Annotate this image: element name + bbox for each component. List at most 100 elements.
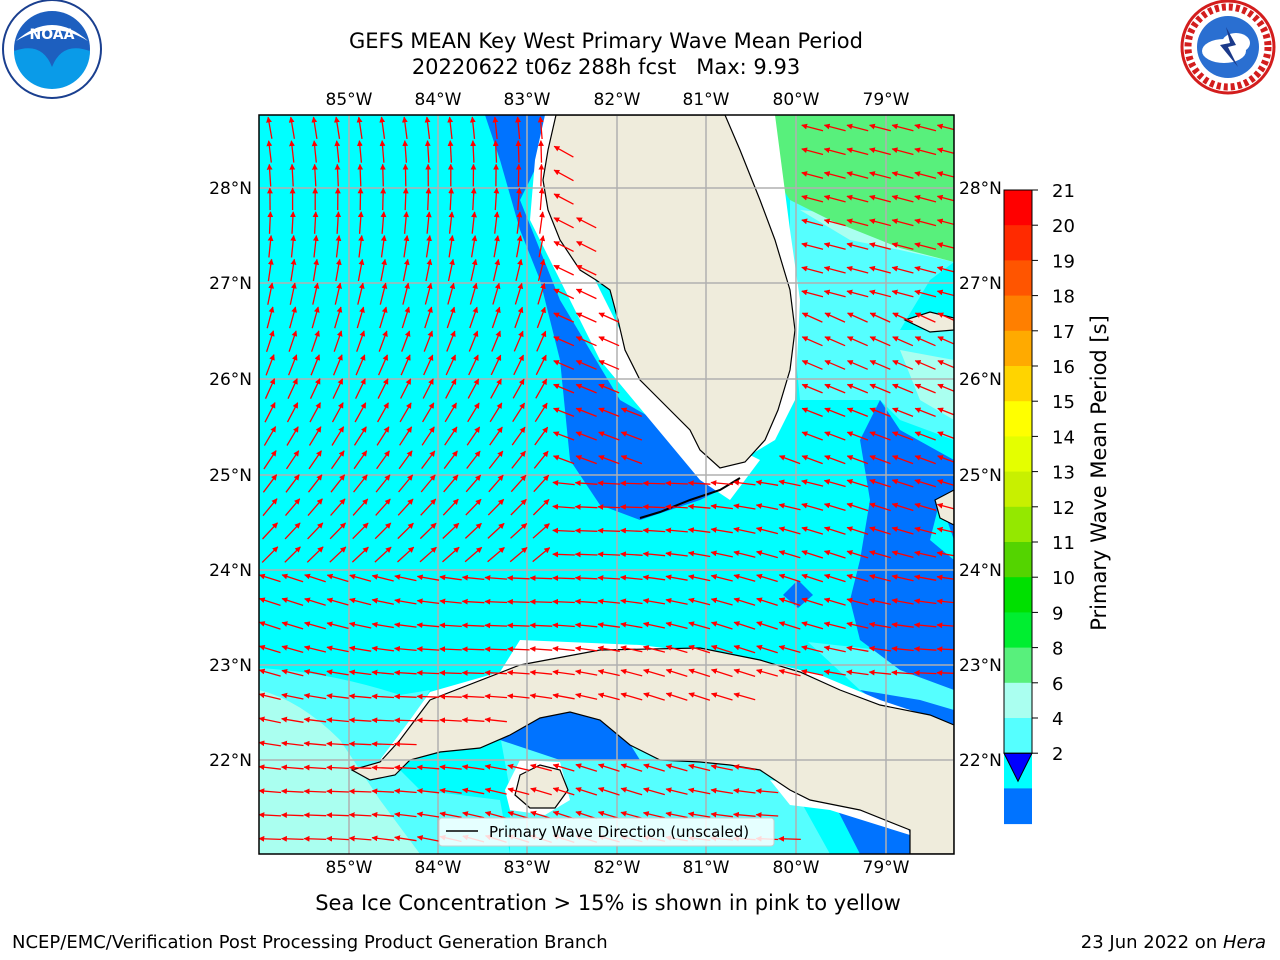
lon-label: 79°W <box>863 858 910 878</box>
wave-arrow <box>891 622 914 628</box>
wave-arrow <box>687 503 711 510</box>
wave-arrow <box>846 336 868 347</box>
wave-arrow <box>801 407 823 418</box>
wave-arrow <box>642 504 666 510</box>
wave-arrow <box>466 450 481 469</box>
wave-arrow <box>936 574 954 581</box>
wave-arrow <box>306 546 324 563</box>
wave-arrow <box>937 383 954 392</box>
wave-arrow <box>394 788 417 795</box>
wave-arrow <box>534 426 549 446</box>
wave-arrow <box>444 426 458 446</box>
wave-arrow <box>575 787 598 796</box>
wave-arrow <box>289 306 297 329</box>
wave-arrow <box>394 622 417 628</box>
wave-arrow <box>304 597 326 606</box>
wave-arrow <box>512 378 525 399</box>
wave-arrow <box>598 455 620 465</box>
wave-arrow <box>334 116 341 140</box>
wave-arrow <box>461 717 485 723</box>
wave-arrow <box>936 550 954 557</box>
wave-arrow <box>514 282 524 305</box>
wave-arrow <box>424 140 431 163</box>
wave-arrow <box>263 426 277 446</box>
wave-arrow <box>642 811 666 819</box>
wave-arrow <box>688 550 711 558</box>
colorbar-tick-label: 19 <box>1052 251 1075 272</box>
wave-arrow <box>539 211 545 234</box>
wave-arrow <box>312 211 319 234</box>
wave-arrow <box>846 479 869 488</box>
wave-arrow <box>937 431 954 440</box>
wave-arrow <box>665 621 688 630</box>
wave-arrow <box>552 622 575 629</box>
wave-arrow <box>620 407 643 418</box>
wave-arrow <box>846 407 869 418</box>
wave-arrow <box>846 502 869 512</box>
wave-arrow <box>778 597 801 607</box>
wave-arrow <box>491 330 501 352</box>
wave-arrow <box>936 147 954 154</box>
wave-arrow <box>891 574 914 582</box>
wave-arrow <box>380 235 387 258</box>
wave-arrow <box>444 402 457 423</box>
wave-arrow <box>574 622 598 629</box>
wave-arrow <box>403 235 410 258</box>
wave-arrow <box>262 474 278 493</box>
wave-arrow <box>914 289 937 298</box>
wave-arrow <box>376 426 390 446</box>
svg-text:NOAA: NOAA <box>30 27 75 43</box>
wave-arrow <box>914 431 936 441</box>
wave-arrow <box>801 289 824 298</box>
wave-arrow <box>575 431 597 441</box>
wave-arrow <box>326 621 349 630</box>
wave-arrow <box>778 455 801 465</box>
wave-arrow <box>304 573 326 583</box>
wave-arrow <box>262 522 278 540</box>
wave-arrow <box>266 116 273 139</box>
wave-arrow <box>576 241 597 252</box>
wave-arrow <box>468 330 479 352</box>
wave-arrow <box>419 546 437 563</box>
colorbar-tick-label: 20 <box>1052 216 1075 237</box>
wave-arrow <box>733 692 756 701</box>
wave-arrow <box>576 217 597 229</box>
wave-arrow <box>710 692 733 701</box>
wave-arrow <box>846 669 869 676</box>
wave-arrow <box>733 644 756 654</box>
wave-arrow <box>913 646 937 652</box>
wave-arrow <box>801 312 823 323</box>
lat-label: 25°N <box>209 466 252 486</box>
wave-arrow <box>778 835 801 842</box>
wave-arrow <box>552 598 575 605</box>
wave-arrow <box>487 498 505 516</box>
wave-arrow <box>399 426 413 446</box>
wave-arrow <box>286 426 299 446</box>
wave-arrow <box>403 211 410 234</box>
wave-arrow <box>733 503 756 510</box>
wave-arrow <box>891 147 914 156</box>
footer-date-text: 23 Jun 2022 on <box>1080 932 1223 953</box>
wave-arrow <box>846 621 869 629</box>
wave-arrow <box>466 426 481 446</box>
wave-arrow <box>937 360 954 369</box>
wave-arrow <box>394 669 417 676</box>
wave-arrow <box>402 187 409 211</box>
lon-label: 84°W <box>415 858 462 878</box>
wave-arrow <box>461 764 485 771</box>
wave-arrow <box>733 550 756 558</box>
wave-arrow <box>914 383 936 394</box>
wave-arrow <box>416 717 440 724</box>
wave-arrow <box>461 693 485 700</box>
wave-arrow <box>266 163 273 187</box>
wave-arrow <box>688 692 711 701</box>
footer-date: 23 Jun 2022 on Hera <box>1081 932 1266 953</box>
wave-arrow <box>484 787 507 795</box>
forecast-run: 20220622 t06z 288h fcst <box>411 55 677 79</box>
wave-arrow <box>281 668 304 677</box>
wave-arrow <box>470 235 478 258</box>
colorbar-segment <box>1004 542 1032 578</box>
wave-direction-arrows <box>259 116 954 844</box>
wave-arrow <box>823 573 846 583</box>
wave-arrow <box>936 622 954 629</box>
